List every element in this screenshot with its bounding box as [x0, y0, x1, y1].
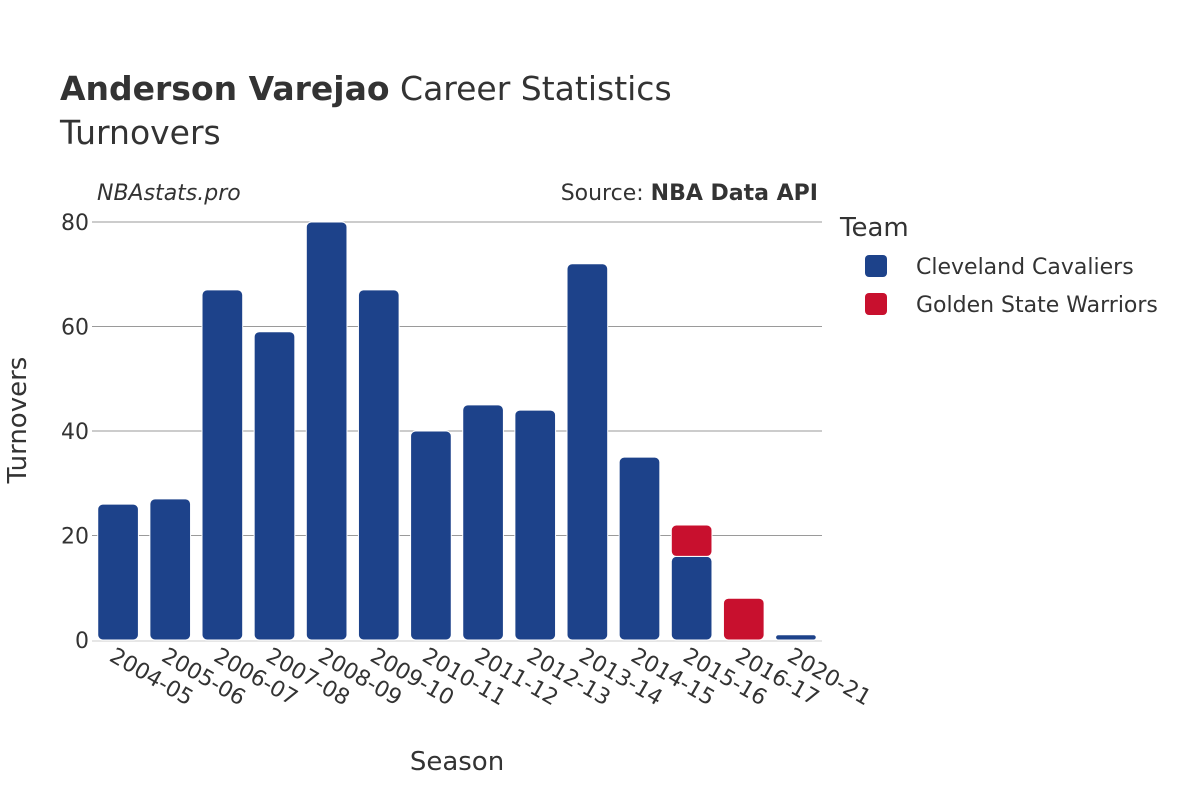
- x-tick-labels: 2004-052005-062006-072007-082008-092009-…: [105, 644, 875, 712]
- chart-title-rest: Career Statistics: [390, 69, 672, 108]
- bar-2016-17-golden-state-warriors[interactable]: [722, 597, 765, 641]
- legend-swatch-golden-state-warriors[interactable]: [865, 293, 887, 315]
- bar-2014-15-cleveland-cavaliers[interactable]: [618, 456, 661, 641]
- bars-layer: [97, 221, 817, 641]
- chart-subtitle: Turnovers: [59, 113, 221, 152]
- y-tick-label: 0: [75, 629, 89, 654]
- credit-right-prefix: Source:: [561, 181, 651, 206]
- credit-right: Source: NBA Data API: [561, 181, 818, 206]
- grid-layer: [92, 221, 822, 642]
- bar-2007-08-cleveland-cavaliers[interactable]: [253, 331, 296, 641]
- legend-label[interactable]: Golden State Warriors: [916, 293, 1158, 318]
- bar-2015-16-cleveland-cavaliers[interactable]: [670, 555, 713, 641]
- y-tick-label: 20: [61, 525, 89, 550]
- bar-2006-07-cleveland-cavaliers[interactable]: [201, 289, 244, 641]
- y-tick-label: 40: [61, 420, 89, 445]
- bar-2012-13-cleveland-cavaliers[interactable]: [514, 409, 557, 641]
- y-axis-title: Turnovers: [3, 357, 33, 485]
- bar-2013-14-cleveland-cavaliers[interactable]: [566, 263, 609, 641]
- chart-title-bold: Anderson Varejao: [60, 69, 390, 108]
- bar-2004-05-cleveland-cavaliers[interactable]: [97, 503, 139, 641]
- y-tick-labels: 0 20 40 60 80: [61, 211, 89, 654]
- bar-2005-06-cleveland-cavaliers[interactable]: [149, 498, 192, 641]
- credit-right-bold: NBA Data API: [651, 181, 818, 206]
- x-axis-title: Season: [410, 747, 504, 777]
- bar-2009-10-cleveland-cavaliers[interactable]: [357, 289, 400, 641]
- legend: Cleveland Cavaliers Golden State Warriors: [865, 255, 1158, 318]
- bar-2010-11-cleveland-cavaliers[interactable]: [410, 430, 452, 641]
- bar-2020-21-cleveland-cavaliers[interactable]: [775, 634, 817, 641]
- legend-swatch-cleveland-cavaliers[interactable]: [865, 255, 887, 277]
- y-tick-label: 80: [61, 211, 89, 236]
- bar-2011-12-cleveland-cavaliers[interactable]: [462, 404, 504, 641]
- y-tick-label: 60: [61, 316, 89, 341]
- legend-label[interactable]: Cleveland Cavaliers: [916, 255, 1134, 280]
- bar-2008-09-cleveland-cavaliers[interactable]: [305, 221, 348, 641]
- credit-left: NBAstats.pro: [97, 181, 241, 206]
- chart-title: Anderson Varejao Career Statistics: [60, 69, 672, 108]
- bar-2015-16-golden-state-warriors[interactable]: [670, 524, 713, 557]
- legend-title: Team: [839, 213, 909, 243]
